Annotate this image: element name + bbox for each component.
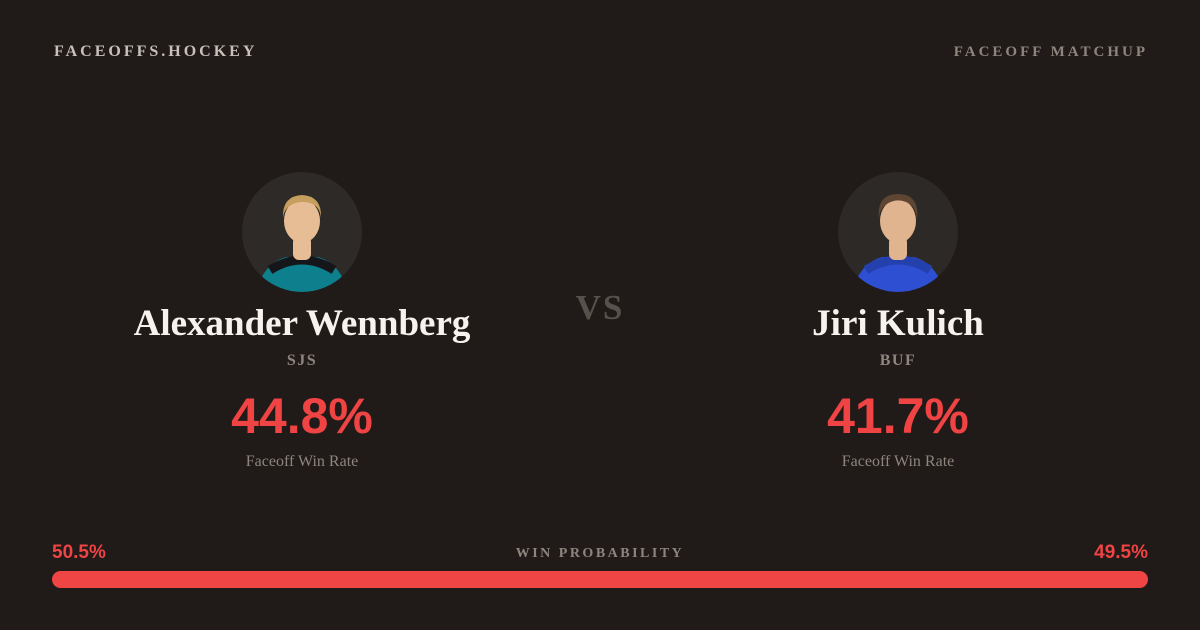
player-headshot-illustration (838, 172, 958, 292)
faceoff-win-rate-value: 41.7% (827, 387, 969, 444)
player-name: Jiri Kulich (812, 303, 984, 344)
player-team-code: BUF (879, 351, 917, 369)
win-probability-right-value: 49.5% (1094, 542, 1148, 563)
faceoff-win-rate-label: Faceoff Win Rate (841, 452, 955, 470)
player-column-right: Jiri Kulich BUF 41.7% Faceoff Win Rate (648, 172, 1148, 471)
player-avatar (242, 172, 362, 292)
player-name: Alexander Wennberg (133, 303, 471, 344)
win-probability-right-segment (605, 571, 1148, 588)
faceoff-win-rate-label: Faceoff Win Rate (245, 452, 359, 470)
versus-label: VS (575, 288, 625, 327)
player-headshot-illustration (242, 172, 362, 292)
card-type-label: FACEOFF MATCHUP (953, 44, 1148, 60)
faceoff-win-rate-value: 44.8% (231, 387, 373, 444)
player-team-code: SJS (286, 351, 318, 369)
win-probability-bar (52, 571, 1148, 588)
win-probability-left-value: 50.5% (52, 542, 106, 563)
player-avatar (838, 172, 958, 292)
win-probability-title: WIN PROBABILITY (515, 546, 685, 561)
brand-wordmark: FACEOFFS.HOCKEY (54, 43, 258, 60)
win-probability-left-segment (52, 571, 606, 588)
player-column-left: Alexander Wennberg SJS 44.8% Faceoff Win… (52, 172, 552, 471)
